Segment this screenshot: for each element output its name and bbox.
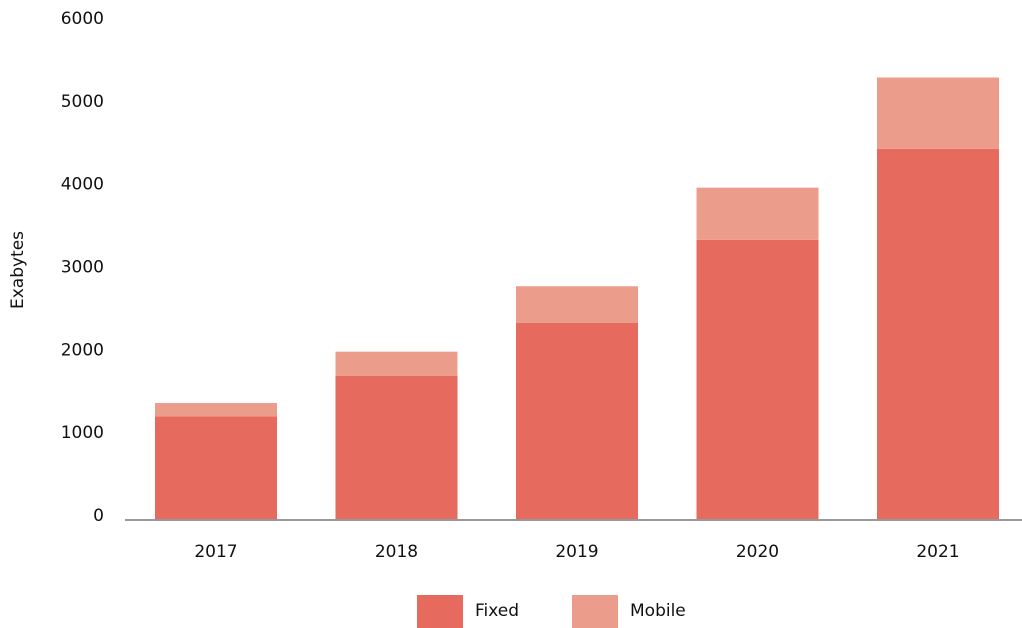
x-tick-label: 2019 — [555, 542, 598, 562]
y-tick-label: 2000 — [61, 340, 104, 360]
legend-label: Fixed — [475, 601, 519, 621]
bar-segment — [696, 187, 819, 240]
x-tick-label: 2021 — [916, 542, 959, 562]
y-tick-label: 6000 — [61, 9, 104, 29]
y-tick-label: 4000 — [61, 175, 104, 195]
bar-segment — [155, 403, 277, 417]
y-axis-label: Exabytes — [8, 231, 28, 309]
bar-segment — [155, 416, 277, 519]
y-tick-label: 5000 — [61, 92, 104, 112]
bar-segment — [516, 286, 638, 323]
legend-label: Mobile — [630, 601, 686, 621]
x-tick-label: 2018 — [375, 542, 418, 562]
x-tick-label: 2017 — [194, 542, 237, 562]
bar-segment — [516, 322, 638, 519]
x-tick-label: 2020 — [736, 542, 779, 562]
y-tick-label: 3000 — [61, 258, 104, 278]
bar-segment — [335, 375, 458, 519]
y-tick-label: 0 — [93, 506, 104, 526]
bar-segment — [696, 239, 819, 519]
legend-swatch — [417, 595, 463, 628]
y-tick-label: 1000 — [61, 423, 104, 443]
bar-segment — [877, 77, 999, 149]
legend-swatch — [572, 595, 618, 628]
bar-segment — [877, 148, 999, 520]
bar-segment — [335, 351, 458, 376]
